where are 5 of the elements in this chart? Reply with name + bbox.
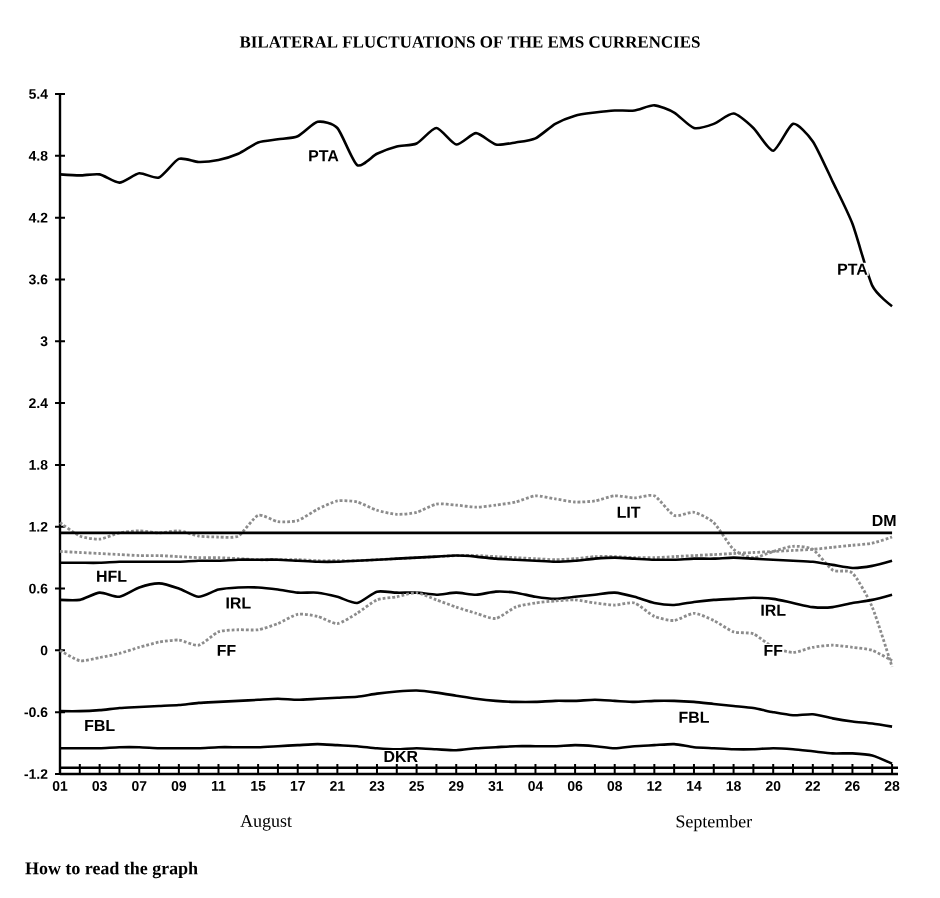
text: September (676, 814, 752, 832)
chart-title: BILATERAL FLUCTUATIONS OF THE EMS CURRENCIES (239, 36, 700, 48)
line-series (58, 494, 894, 669)
text: August (240, 814, 292, 831)
text: How to read the graph (25, 861, 198, 879)
